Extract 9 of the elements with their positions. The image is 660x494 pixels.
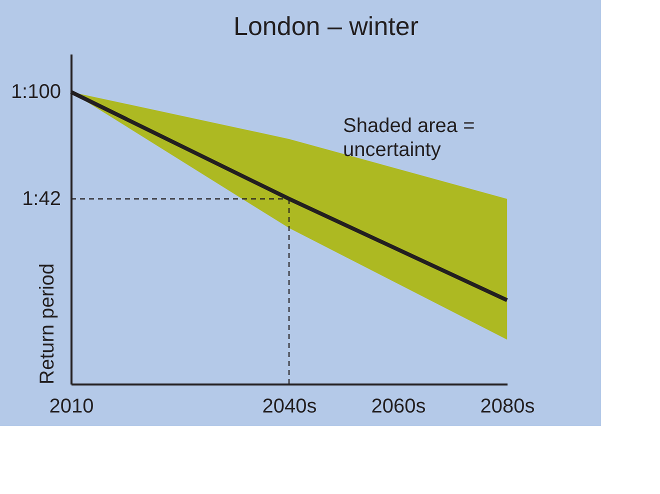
x-tick-label: 2010	[49, 396, 94, 418]
ref-line-label: 1:42	[22, 188, 61, 210]
y-axis-title: Return period	[36, 263, 58, 384]
x-tick-label: 2060s	[371, 396, 426, 418]
text: 1:100	[10, 80, 61, 103]
chart-title: London – winter	[233, 11, 419, 41]
x-tick-label: 2040s	[262, 396, 317, 418]
x-tick-label: 2080s	[480, 396, 535, 418]
annotation: Shaded area = uncertainty	[343, 115, 475, 161]
